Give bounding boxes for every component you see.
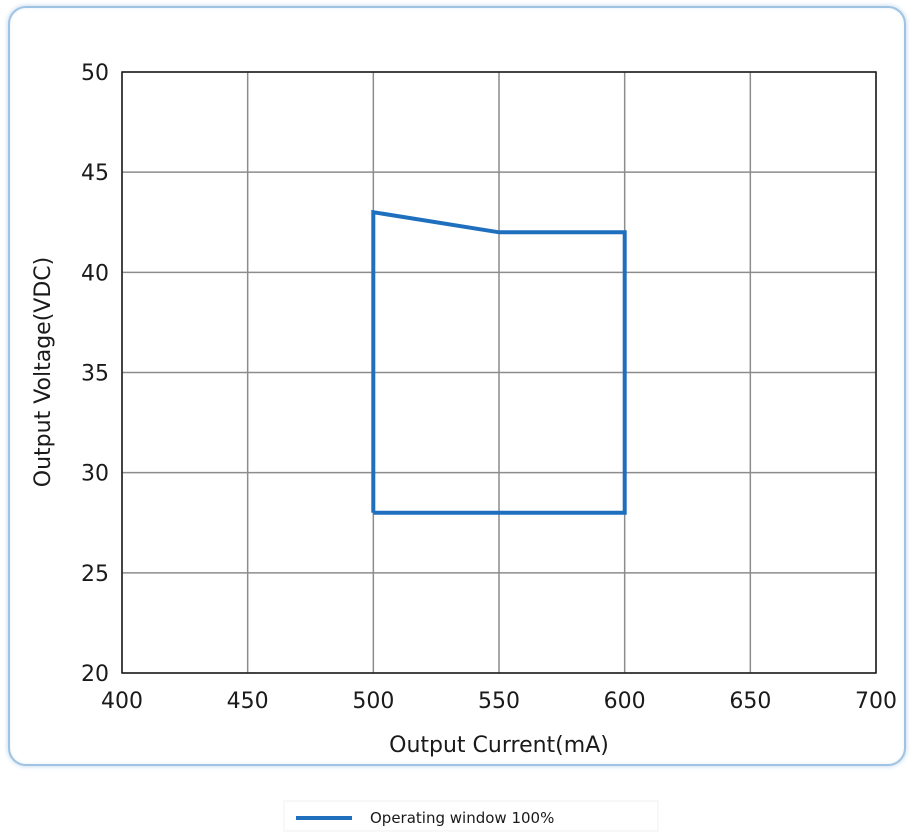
plot-area-border	[121, 71, 877, 674]
legend: Operating window 100%	[283, 800, 659, 832]
x-tick-label: 600	[604, 689, 646, 714]
grid-layer	[121, 71, 877, 674]
x-axis-title: Output Current(mA)	[389, 733, 609, 758]
y-tick-label: 25	[81, 562, 109, 587]
series-layer	[371, 209, 627, 515]
chart-frame	[8, 6, 906, 766]
legend-label: Operating window 100%	[370, 809, 554, 827]
x-tick-label: 450	[227, 689, 269, 714]
y-tick-label: 35	[81, 362, 109, 387]
y-tick-label: 40	[81, 261, 109, 286]
x-tick-label: 550	[478, 689, 520, 714]
y-tick-label: 30	[81, 462, 109, 487]
x-tick-label: 650	[729, 689, 771, 714]
y-tick-label: 45	[81, 161, 109, 186]
series-line-operating-window	[371, 209, 627, 515]
y-tick-label: 20	[81, 662, 109, 687]
x-tick-label: 400	[101, 689, 143, 714]
y-tick-label: 50	[81, 61, 109, 86]
tick-layer: 400 450 500 550 600 650 700 20 25 30 35 40 45 50	[81, 61, 897, 714]
x-tick-label: 500	[352, 689, 394, 714]
x-tick-label: 700	[855, 689, 897, 714]
y-axis-title: Output Voltage(VDC)	[31, 257, 56, 487]
